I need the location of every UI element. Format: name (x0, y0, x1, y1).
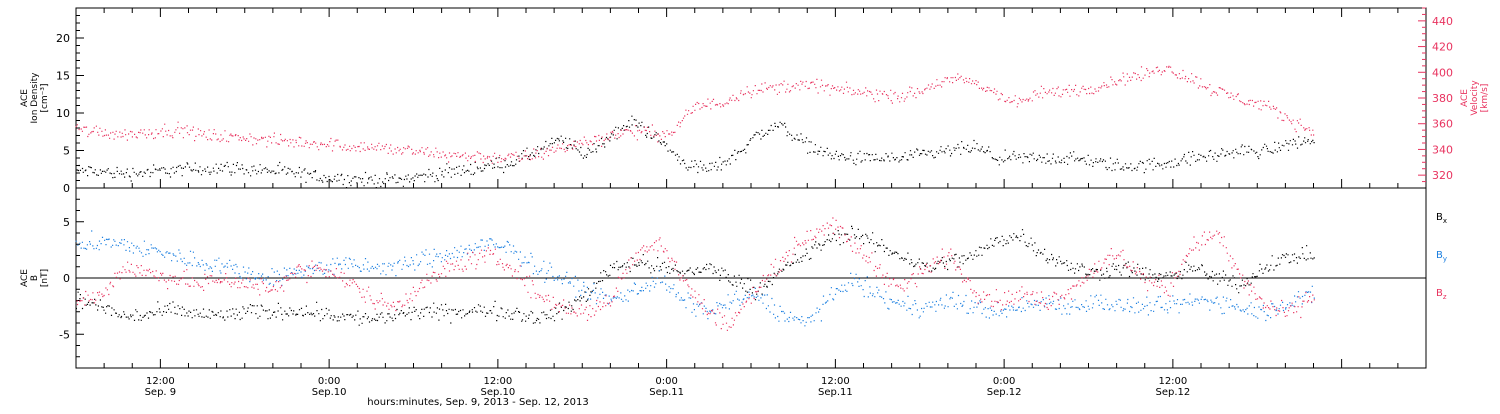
density-tick-label: 15 (56, 70, 70, 83)
density-points (76, 115, 1315, 189)
velocity-tick-label: 340 (1432, 143, 1453, 156)
date-tick-label: Sep.11 (818, 387, 853, 398)
velocity-tick-label: 380 (1432, 92, 1453, 105)
b-tick-label: 5 (63, 216, 70, 229)
date-tick-label: Sep.10 (312, 387, 347, 398)
density-tick-label: 5 (63, 145, 70, 158)
time-tick-label: 0:00 (318, 376, 340, 387)
b-axis-label-line: B (30, 275, 40, 281)
time-tick-label: 12:00 (1158, 376, 1187, 387)
time-tick-label: 0:00 (655, 376, 677, 387)
velocity-tick-label: 420 (1432, 41, 1453, 54)
legend-by: By (1436, 250, 1447, 263)
b-axis-label-line: [nT] (40, 269, 50, 287)
time-tick-label: 12:00 (821, 376, 850, 387)
legend-bx: Bx (1436, 212, 1447, 225)
b-tick-label: 0 (63, 272, 70, 285)
b-axis-label-line: ACE (20, 269, 30, 287)
b-axis-label: ACE B [nT] (20, 269, 50, 287)
velocity-tick-label: 440 (1432, 15, 1453, 28)
legend-subscript: x (1443, 217, 1447, 225)
legend-bz: Bz (1436, 288, 1447, 301)
velocity-tick-label: 360 (1432, 118, 1453, 131)
density-tick-label: 10 (56, 107, 70, 120)
density-axis-label-line: [cm⁻³] (40, 83, 50, 112)
velocity-axis-label-line: ACE (1460, 89, 1470, 107)
time-tick-label: 12:00 (146, 376, 175, 387)
density-axis-label: ACE Ion Density [cm⁻³] (20, 72, 50, 124)
velocity-tick-label: 400 (1432, 66, 1453, 79)
date-tick-label: Sep.10 (480, 387, 515, 398)
date-tick-label: Sep.11 (649, 387, 684, 398)
density-axis-label-line: Ion Density (30, 72, 40, 124)
b-tick-label: -5 (59, 328, 70, 341)
density-tick-label: 20 (56, 32, 70, 45)
density-tick-label: 0 (63, 182, 70, 195)
date-tick-label: Sep.12 (987, 387, 1022, 398)
density-axis-label-line: ACE (20, 89, 30, 107)
time-tick-label: 0:00 (993, 376, 1015, 387)
legend-subscript: z (1443, 293, 1447, 301)
velocity-axis-label: ACE Velocity [km/s] (1460, 80, 1490, 116)
legend-subscript: y (1443, 255, 1447, 263)
velocity-tick-label: 320 (1432, 169, 1453, 182)
date-tick-label: Sep.12 (1155, 387, 1190, 398)
date-tick-label: Sep. 9 (145, 387, 177, 398)
velocity-axis-label-line: Velocity (1470, 80, 1480, 116)
time-tick-label: 12:00 (483, 376, 512, 387)
velocity-axis-label-line: [km/s] (1480, 84, 1490, 113)
x-axis-label: hours:minutes, Sep. 9, 2013 - Sep. 12, 2… (367, 397, 588, 408)
velocity-points (75, 65, 1315, 164)
